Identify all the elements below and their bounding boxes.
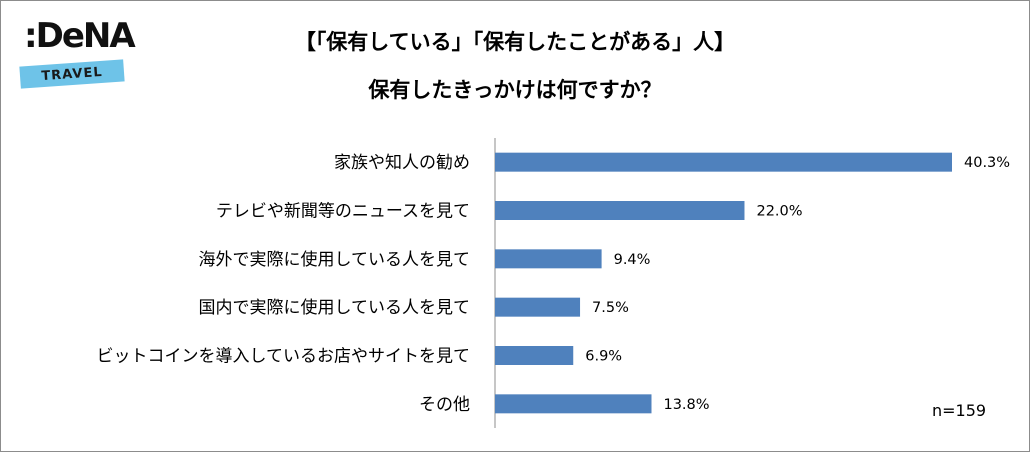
- bar-0: [495, 152, 952, 172]
- sample-size-annotation: n=159: [932, 401, 987, 420]
- category-label-0: 家族や知人の勧め: [334, 153, 470, 173]
- value-label-2: 9.4%: [614, 252, 651, 268]
- category-label-1: テレビや新聞等のニュースを見て: [216, 202, 470, 222]
- value-label-0: 40.3%: [964, 155, 1010, 171]
- bar-5: [495, 394, 652, 414]
- category-label-3: 国内で実際に使用している人を見て: [199, 297, 471, 318]
- category-label-4: ビットコインを導入しているお店やサイトを見て: [97, 347, 471, 367]
- category-label-2: 海外で実際に使用している人を見て: [199, 249, 471, 270]
- chart-title-line2: 保有したきっかけは何ですか？: [368, 78, 662, 102]
- chart-title-line1: 【「保有している」「保有したことがある」人】: [294, 30, 736, 54]
- value-label-1: 22.0%: [756, 204, 802, 220]
- dena-travel-logo: :DeNA TRAVEL: [18, 16, 136, 92]
- value-label-5: 13.8%: [663, 397, 709, 413]
- value-label-3: 7.5%: [592, 300, 629, 316]
- value-label-4: 6.9%: [585, 349, 622, 365]
- bar-3: [495, 297, 581, 317]
- bar-4: [495, 346, 574, 365]
- category-label-5: その他: [419, 395, 470, 415]
- bar-2: [495, 249, 602, 269]
- bar-1: [495, 201, 745, 220]
- logo-wordmark: :DeNA: [24, 16, 136, 56]
